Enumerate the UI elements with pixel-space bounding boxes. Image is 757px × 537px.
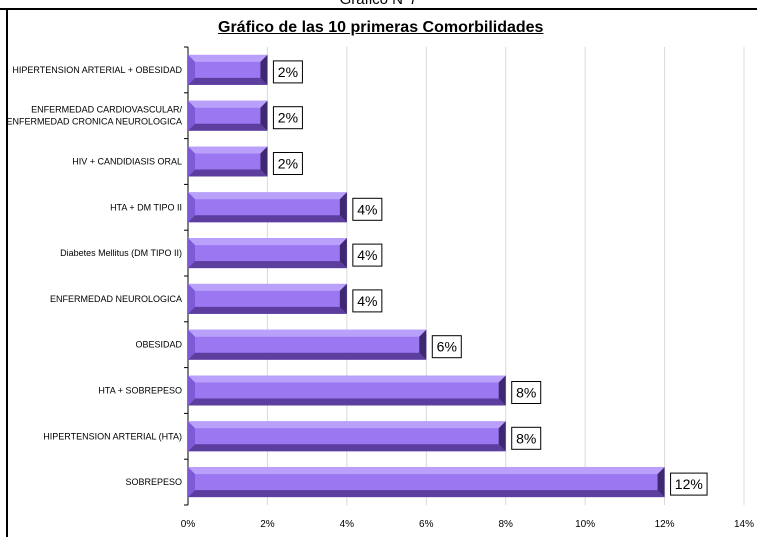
data-label: 12% [670,472,708,496]
data-label: 8% [511,381,542,404]
x-tick-label: 6% [419,519,434,530]
svg-text:2%: 2% [278,110,298,126]
bar [188,467,665,498]
category-labels: HIPERTENSION ARTERIAL + OBESIDAD ENFERMED… [6,65,182,487]
bar [188,192,347,223]
x-tick-label: 12% [655,519,675,530]
left-rule [6,9,8,537]
chart-title: Gráfico de las 10 primeras Comorbilidade… [218,19,544,36]
data-label: 4% [352,289,383,313]
data-label: 6% [431,335,462,359]
svg-text:4%: 4% [357,247,377,263]
data-label: 4% [352,197,383,221]
x-tick-label: 8% [498,519,513,530]
svg-text:2%: 2% [278,64,298,80]
data-label: 8% [511,426,542,450]
category-label: HTA + DM TIPO II [110,202,182,212]
bar [188,283,347,314]
svg-text:4%: 4% [357,293,377,309]
category-label: ENFERMEDAD CRONICA NEUROLOGICA [6,117,182,127]
data-label: 2% [272,152,303,175]
x-tick-label: 0% [181,519,196,530]
bar [188,421,506,452]
x-tick-label: 14% [734,519,754,530]
x-tick-labels: 0% 2% 4% 6% 8% 10% 12% 14% [181,519,754,530]
category-label: HTA + SOBREPESO [98,386,182,396]
category-label: SOBREPESO [125,477,182,487]
category-label: Diabetes Mellitus (DM TIPO II) [60,248,182,258]
x-tick-label: 2% [260,519,275,530]
x-tick-label: 10% [575,519,595,530]
x-tick-label: 4% [340,519,355,530]
category-label: ENFERMEDAD CARDIOVASCULAR/ [31,105,182,115]
bar [188,238,347,269]
data-label: 2% [272,106,303,130]
category-label: HIPERTENSION ARTERIAL + OBESIDAD [12,65,182,75]
svg-text:8%: 8% [516,385,536,401]
top-rule [0,8,757,10]
svg-text:6%: 6% [437,339,457,355]
svg-text:4%: 4% [357,201,377,217]
category-label: OBESIDAD [135,340,182,350]
data-labels: 2% 2% 2% 4% 4% 4% 6% 8% 8% 12% [272,60,708,496]
category-label: HIV + CANDIDIASIS ORAL [72,157,182,167]
bar [188,329,427,360]
bar [188,100,268,131]
category-label: ENFERMEDAD NEUROLOGICA [50,294,182,304]
category-label: HIPERTENSION ARTERIAL (HTA) [43,431,182,441]
svg-text:12%: 12% [675,476,703,492]
svg-text:2%: 2% [278,156,298,172]
data-label: 4% [352,243,383,267]
bar [188,146,268,177]
bar [188,375,506,406]
svg-text:8%: 8% [516,430,536,446]
data-label: 2% [272,60,303,84]
figure-caption: Gráfico N°7 [0,0,757,8]
bar [188,54,268,85]
bars [188,54,665,498]
